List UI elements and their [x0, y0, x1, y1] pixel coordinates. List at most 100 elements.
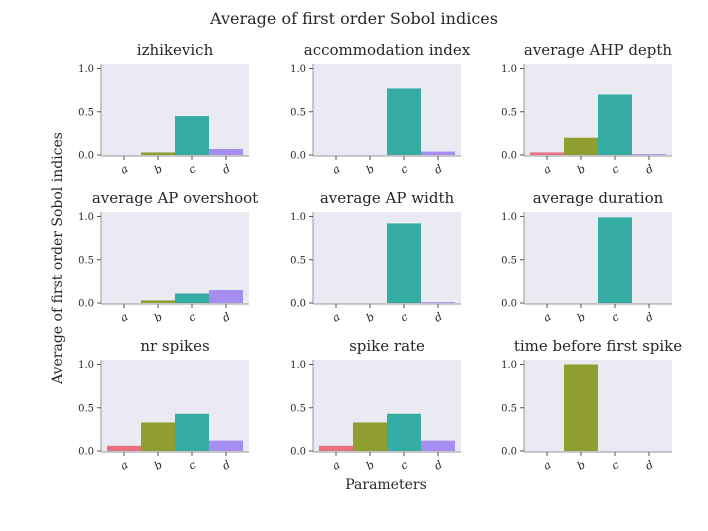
bar-b	[141, 152, 175, 155]
bar-c	[175, 293, 209, 303]
x-tick-label: c	[186, 310, 198, 324]
bar-d	[632, 154, 666, 155]
subplot-4: average AP overshoot 0.0 0.5 1.0 a b c d	[78, 189, 258, 325]
bar-c	[175, 116, 209, 155]
y-tick-label: 0.0	[290, 447, 306, 458]
figure-ylabel: Average of first order Sobol indices	[50, 132, 66, 385]
bar-d	[421, 302, 455, 303]
x-tick-label: d	[643, 162, 656, 177]
x-tick-label: c	[609, 458, 621, 472]
x-tick-label: b	[152, 310, 165, 325]
y-tick-label: 1.0	[78, 360, 94, 371]
x-tick-label: b	[364, 162, 377, 177]
x-tick-label: c	[398, 458, 410, 472]
x-tick-label: a	[330, 458, 342, 473]
x-tick-label: a	[118, 458, 130, 473]
x-tick-label: c	[186, 162, 198, 176]
x-tick-label: d	[643, 310, 656, 325]
subplot-title: izhikevich	[137, 41, 214, 59]
x-tick-label: b	[575, 162, 588, 177]
x-tick-label: d	[220, 162, 233, 177]
figure-xlabel: Parameters	[345, 477, 427, 493]
x-tick-label: a	[541, 458, 553, 473]
bar-a	[530, 152, 564, 155]
y-tick-label: 0.0	[78, 151, 94, 162]
x-tick-label: a	[118, 310, 130, 325]
x-tick-label: a	[541, 162, 553, 177]
subplot-7: nr spikes 0.0 0.5 1.0 a b c d	[78, 337, 249, 473]
subplot-6: average duration 0.0 0.5 1.0 a b c d	[501, 189, 672, 325]
subplot-2: accommodation index 0.0 0.5 1.0 a b c d	[290, 41, 471, 177]
y-tick-label: 0.0	[501, 151, 517, 162]
y-tick-label: 0.5	[290, 403, 306, 414]
subplot-grid: izhikevich 0.0 0.5 1.0 a b c d accommodation ind…	[78, 41, 682, 473]
subplot-8: spike rate 0.0 0.5 1.0 a b c d	[290, 337, 461, 473]
plot-area	[101, 212, 249, 304]
subplot-title: spike rate	[349, 337, 425, 355]
x-tick-label: c	[186, 458, 198, 472]
bar-c	[598, 217, 632, 303]
x-tick-label: a	[330, 162, 342, 177]
y-tick-label: 0.0	[290, 151, 306, 162]
bar-b	[564, 364, 598, 451]
y-tick-label: 1.0	[501, 360, 517, 371]
x-tick-label: a	[118, 162, 130, 177]
bar-d	[421, 440, 455, 451]
y-tick-label: 0.5	[78, 107, 94, 118]
y-tick-label: 0.5	[78, 255, 94, 266]
subplot-9: time before first spike 0.0 0.5 1.0 a b c d	[501, 337, 682, 473]
x-tick-label: b	[575, 310, 588, 325]
y-tick-label: 0.5	[501, 255, 517, 266]
subplot-title: average duration	[533, 189, 664, 207]
y-tick-label: 0.0	[78, 447, 94, 458]
y-tick-label: 1.0	[78, 64, 94, 75]
y-tick-label: 1.0	[290, 360, 306, 371]
y-tick-label: 0.5	[290, 107, 306, 118]
x-tick-label: c	[609, 162, 621, 176]
bar-c	[387, 88, 421, 155]
subplot-title: accommodation index	[304, 41, 471, 59]
bar-d	[209, 290, 243, 303]
x-tick-label: d	[643, 458, 656, 473]
x-tick-label: b	[364, 310, 377, 325]
x-tick-label: d	[432, 310, 445, 325]
y-tick-label: 0.5	[290, 255, 306, 266]
x-tick-label: c	[398, 162, 410, 176]
x-tick-label: b	[152, 162, 165, 177]
subplot-title: nr spikes	[140, 337, 209, 355]
subplot-1: izhikevich 0.0 0.5 1.0 a b c d	[78, 41, 249, 177]
x-tick-label: a	[330, 310, 342, 325]
y-tick-label: 0.5	[501, 403, 517, 414]
y-tick-label: 0.0	[501, 299, 517, 310]
y-tick-label: 0.5	[78, 403, 94, 414]
subplot-title: time before first spike	[514, 337, 682, 355]
x-tick-label: b	[364, 458, 377, 473]
y-tick-label: 1.0	[501, 64, 517, 75]
bar-c	[598, 94, 632, 155]
x-tick-label: d	[432, 458, 445, 473]
y-tick-label: 0.5	[501, 107, 517, 118]
bar-d	[209, 440, 243, 451]
x-tick-label: d	[220, 458, 233, 473]
x-tick-label: b	[152, 458, 165, 473]
bar-d	[209, 148, 243, 155]
subplot-title: average AP width	[320, 189, 455, 207]
bar-b	[141, 300, 175, 303]
x-tick-label: c	[609, 310, 621, 324]
x-tick-label: d	[220, 310, 233, 325]
bar-a	[107, 445, 141, 451]
subplot-5: average AP width 0.0 0.5 1.0 a b c d	[290, 189, 461, 325]
bar-b	[564, 137, 598, 155]
y-tick-label: 1.0	[501, 212, 517, 223]
x-tick-label: b	[575, 458, 588, 473]
bar-a	[319, 445, 353, 451]
y-tick-label: 0.0	[78, 299, 94, 310]
y-tick-label: 0.0	[290, 299, 306, 310]
figure-title: Average of first order Sobol indices	[209, 9, 498, 28]
subplot-title: average AHP depth	[524, 41, 673, 59]
y-tick-label: 1.0	[290, 212, 306, 223]
x-tick-label: c	[398, 310, 410, 324]
y-tick-label: 1.0	[290, 64, 306, 75]
bar-c	[175, 413, 209, 451]
